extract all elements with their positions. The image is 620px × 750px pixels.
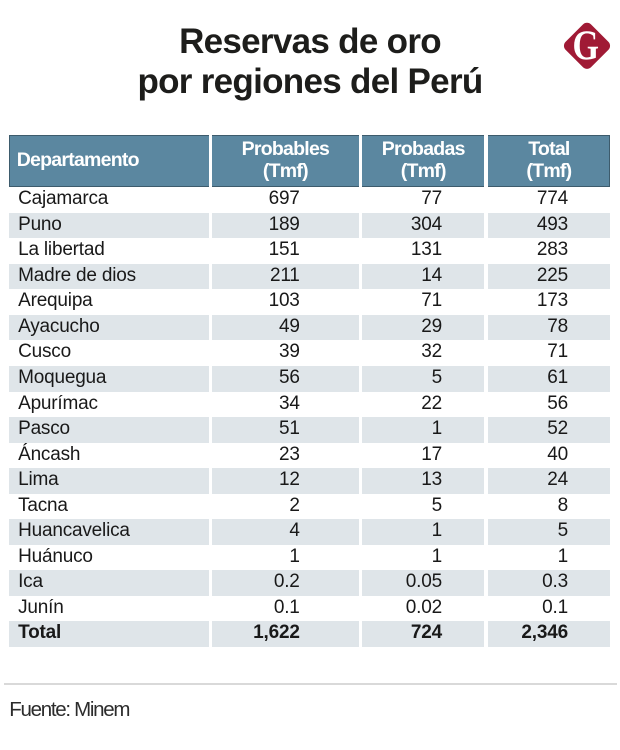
svg-text:G: G — [572, 23, 598, 69]
